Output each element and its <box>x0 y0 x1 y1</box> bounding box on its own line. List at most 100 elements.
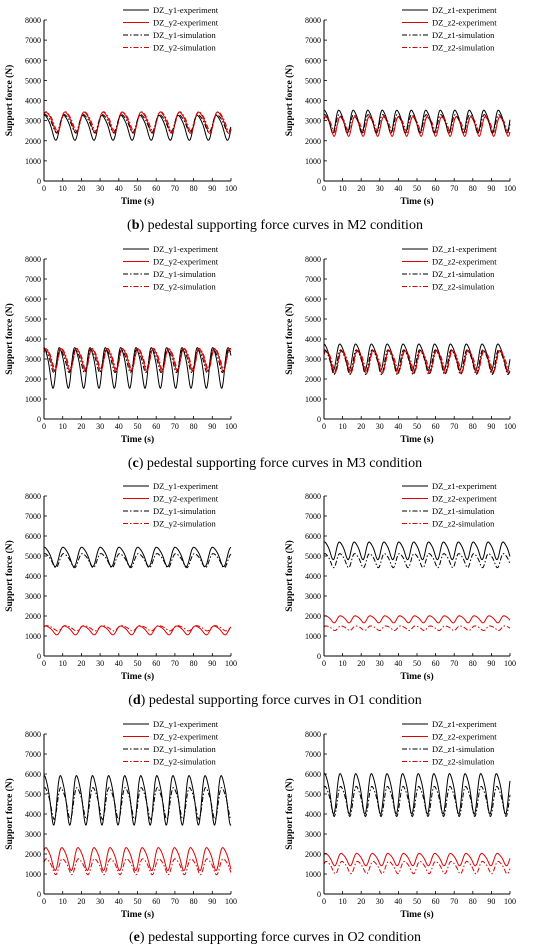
x-tick-label: 50 <box>413 897 421 906</box>
x-tick-label: 100 <box>504 184 516 193</box>
y-tick-label: 5000 <box>25 76 41 85</box>
y-tick-label: 2000 <box>305 137 321 146</box>
x-axis-label: Time (s) <box>121 671 154 682</box>
x-tick-label: 10 <box>339 422 347 431</box>
legend-label-3: DZ_y1-simulation <box>153 506 217 516</box>
x-tick-label: 10 <box>59 897 67 906</box>
y-tick-label: 0 <box>37 415 41 424</box>
y-tick-label: 2000 <box>25 850 41 859</box>
legend-label-4: DZ_z2-simulation <box>432 43 495 53</box>
x-tick-label: 40 <box>394 659 402 668</box>
y-tick-label: 4000 <box>305 97 321 106</box>
x-tick-label: 0 <box>322 659 326 668</box>
x-tick-label: 50 <box>134 422 142 431</box>
y-tick-label: 7000 <box>305 512 321 521</box>
x-tick-label: 100 <box>504 422 516 431</box>
y-tick-label: 0 <box>317 415 321 424</box>
x-tick-label: 50 <box>134 659 142 668</box>
y-tick-label: 3000 <box>305 830 321 839</box>
x-tick-label: 20 <box>357 184 365 193</box>
x-tick-label: 0 <box>42 659 46 668</box>
legend-label-2: DZ_z2-experiment <box>432 732 497 742</box>
x-tick-label: 80 <box>190 184 198 193</box>
y-tick-label: 7000 <box>25 36 41 45</box>
y-tick-label: 1000 <box>305 870 321 879</box>
x-axis-label: Time (s) <box>400 434 433 445</box>
y-tick-label: 8000 <box>25 16 41 25</box>
series-line-1 <box>43 546 232 568</box>
x-axis-label: Time (s) <box>121 909 154 920</box>
chart-c-z: 0 1000 2000 3000 4000 5000 6000 7000 8000 0 10 20 30… <box>284 244 516 445</box>
legend-label-1: DZ_y1-experiment <box>153 719 219 729</box>
x-tick-label: 60 <box>432 897 440 906</box>
legend-label-3: DZ_z1-simulation <box>432 30 495 40</box>
legend-label-1: DZ_y1-experiment <box>153 481 219 491</box>
y-tick-label: 4000 <box>25 810 41 819</box>
caption-c-letter: c <box>132 456 139 471</box>
y-tick-label: 0 <box>317 177 321 186</box>
legend-label-2: DZ_y2-experiment <box>153 18 219 28</box>
series-line-3 <box>43 787 232 821</box>
y-tick-label: 6000 <box>25 56 41 65</box>
series-line-2 <box>323 615 511 624</box>
x-tick-label: 70 <box>171 422 179 431</box>
x-tick-label: 40 <box>394 184 402 193</box>
legend-label-1: DZ_z1-experiment <box>432 719 497 729</box>
y-tick-label: 6000 <box>305 532 321 541</box>
legend-label-4: DZ_z2-simulation <box>432 757 495 767</box>
y-tick-label: 6000 <box>305 56 321 65</box>
x-tick-label: 60 <box>432 659 440 668</box>
x-tick-label: 90 <box>208 184 216 193</box>
x-tick-label: 30 <box>376 659 384 668</box>
y-tick-label: 7000 <box>25 512 41 521</box>
x-tick-label: 50 <box>134 184 142 193</box>
x-tick-label: 90 <box>487 897 495 906</box>
y-tick-label: 3000 <box>25 117 41 126</box>
legend-label-4: DZ_z2-simulation <box>432 519 495 529</box>
y-tick-label: 8000 <box>305 255 321 264</box>
x-tick-label: 20 <box>357 659 365 668</box>
y-tick-label: 1000 <box>25 870 41 879</box>
y-tick-label: 3000 <box>305 355 321 364</box>
y-axis-label: Support force (N) <box>4 778 15 850</box>
caption-b-letter: b <box>131 218 140 233</box>
y-tick-label: 0 <box>37 177 41 186</box>
y-tick-label: 1000 <box>305 632 321 641</box>
legend-label-1: DZ_y1-experiment <box>153 5 219 15</box>
x-tick-label: 30 <box>376 897 384 906</box>
series-line-4 <box>323 115 511 133</box>
x-tick-label: 10 <box>339 659 347 668</box>
y-tick-label: 7000 <box>25 275 41 284</box>
series-line-1 <box>323 773 511 816</box>
x-tick-label: 0 <box>322 422 326 431</box>
x-tick-label: 0 <box>42 422 46 431</box>
y-tick-label: 4000 <box>25 97 41 106</box>
y-tick-label: 0 <box>37 652 41 661</box>
y-axis-label: Support force (N) <box>4 303 15 375</box>
y-tick-label: 4000 <box>305 810 321 819</box>
x-tick-label: 90 <box>487 422 495 431</box>
y-axis-label: Support force (N) <box>4 540 15 612</box>
x-tick-label: 40 <box>115 184 123 193</box>
x-tick-label: 30 <box>96 659 104 668</box>
x-tick-label: 50 <box>413 422 421 431</box>
y-tick-label: 5000 <box>25 552 41 561</box>
x-tick-label: 20 <box>77 897 85 906</box>
x-tick-label: 70 <box>450 184 458 193</box>
y-tick-label: 5000 <box>305 315 321 324</box>
x-tick-label: 80 <box>469 897 477 906</box>
legend-label-2: DZ_y2-experiment <box>153 732 219 742</box>
x-axis-label: Time (s) <box>400 196 433 207</box>
y-axis-label: Support force (N) <box>284 303 295 375</box>
y-tick-label: 1000 <box>305 157 321 166</box>
y-tick-label: 2000 <box>305 612 321 621</box>
x-tick-label: 100 <box>225 897 237 906</box>
legend-label-3: DZ_y1-simulation <box>153 30 217 40</box>
x-tick-label: 80 <box>469 184 477 193</box>
series-line-4 <box>323 860 511 875</box>
x-tick-label: 10 <box>339 184 347 193</box>
x-tick-label: 70 <box>450 422 458 431</box>
legend-label-2: DZ_y2-experiment <box>153 494 219 504</box>
y-axis-label: Support force (N) <box>284 540 295 612</box>
